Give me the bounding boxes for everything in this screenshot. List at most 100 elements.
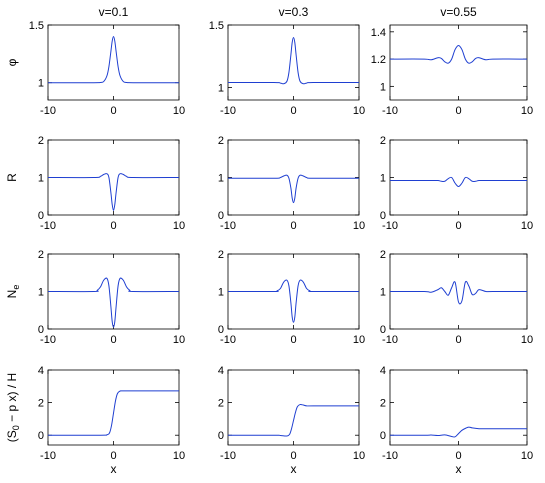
x-tick-label: 0 [290,220,296,232]
y-tick-label: 1.5 [29,20,44,32]
panel-r2-c0: 012-10 0 10 [38,249,185,346]
axes-box [227,139,360,216]
y-tick-label: 2 [380,135,386,147]
panel-r3-c0: 0 2 4 -10 0 10 x [38,365,185,476]
y-tick-label: 1 [218,287,224,299]
row-label-main: N [5,290,19,299]
panel-r0-c1: 1 1.5 -10 0 10 [209,20,365,117]
series-line [227,279,360,323]
y-tick-label: 1 [380,287,386,299]
x-tick-label: -10 [40,334,56,346]
series-line [389,426,527,438]
x-tick-label: 0 [290,334,296,346]
x-tick-label: 0 [455,220,461,232]
y-tick-label: 1 [380,173,386,185]
row-label-rest: − p x) / H [5,373,19,425]
x-axis-label: x [111,462,117,476]
y-tick-label: 1 [38,287,44,299]
axes-box [227,369,360,446]
row-label-main: φ [5,58,19,66]
y-tick-label: 2 [218,398,224,410]
x-tick-label: -10 [40,220,56,232]
row-label-2: Ne [5,285,21,299]
y-tick-label: 0 [218,324,224,336]
y-tick-label: 0 [38,324,44,336]
x-tick-label: -10 [40,105,56,117]
row-label-main: R [5,173,19,182]
series-line [47,390,180,436]
series-line [389,44,528,64]
y-tick-label: 0 [380,210,386,222]
y-tick-label: 1 [218,173,224,185]
series-line [389,280,527,305]
series-line [227,36,360,85]
panel-r1-c0: 012-10 0 10 [38,135,185,232]
axes-box [47,369,180,446]
y-tick-label: 1 [38,78,44,90]
x-axis-label: x [456,462,462,476]
column-title-2: v=0.55 [440,5,477,19]
y-tick-label: 1.4 [371,27,386,39]
x-tick-label: 10 [353,105,365,117]
y-tick-label: 0 [38,210,44,222]
x-tick-label: -10 [382,105,398,117]
row-label-1: R [5,173,19,182]
y-tick-label: 2 [38,135,44,147]
x-tick-label: 10 [521,334,533,346]
row-label-subscript: 0 [11,425,21,430]
panel-r3-c1: 0 2 4 -10 0 10 x [218,365,365,476]
y-tick-label: 4 [38,365,44,377]
panel-r1-c1: 012-10 0 10 [218,135,365,232]
y-tick-label: 2 [218,249,224,261]
row-label-0: φ [5,58,19,66]
x-axis-label: x [291,462,297,476]
series-line [47,173,180,212]
y-tick-label: 2 [380,249,386,261]
x-tick-label: -10 [40,450,56,462]
y-tick-label: 0 [380,324,386,336]
y-tick-label: 0 [38,430,44,442]
y-tick-label: 1 [218,83,224,95]
x-tick-label: -10 [220,450,236,462]
x-tick-label: -10 [382,334,398,346]
axes-box [389,139,528,216]
x-tick-label: 0 [455,334,461,346]
x-tick-label: -10 [382,450,398,462]
x-tick-label: 10 [173,220,185,232]
series-line [227,403,359,437]
x-tick-label: 0 [110,105,116,117]
x-tick-label: 0 [110,450,116,462]
column-title-1: v=0.3 [279,5,309,19]
x-tick-label: 10 [521,450,533,462]
y-tick-label: 1 [38,173,44,185]
panel-r0-c2: 1 1.2 1.4 -10 0 10 [371,24,533,117]
y-tick-label: 0 [218,430,224,442]
row-label-3: (S0 − p x) / H [5,373,21,442]
x-tick-label: -10 [220,220,236,232]
y-tick-label: 1.5 [209,20,224,32]
x-tick-label: 10 [353,334,365,346]
series-line [390,176,527,188]
row-label-subscript: e [11,285,21,290]
x-tick-label: 10 [353,450,365,462]
panel-r2-c2: 012-10 0 10 [380,249,533,346]
series-line [47,277,180,328]
y-tick-label: 2 [218,135,224,147]
x-tick-label: 0 [290,450,296,462]
y-tick-label: 2 [380,398,386,410]
axes-box [389,24,528,101]
row-label-main: (S [5,430,19,442]
y-tick-label: 4 [218,365,224,377]
y-tick-label: 1 [380,81,386,93]
x-tick-label: 0 [455,450,461,462]
x-tick-label: 0 [290,105,296,117]
panel-r1-c2: 012-10 0 10 [380,135,533,232]
y-tick-label: 2 [38,398,44,410]
x-tick-label: 0 [455,105,461,117]
y-tick-label: 0 [380,430,386,442]
panel-r3-c2: 0 2 4 -10 0 10 x [380,365,533,476]
y-tick-label: 0 [218,210,224,222]
x-tick-label: 10 [353,220,365,232]
x-tick-label: 10 [521,220,533,232]
